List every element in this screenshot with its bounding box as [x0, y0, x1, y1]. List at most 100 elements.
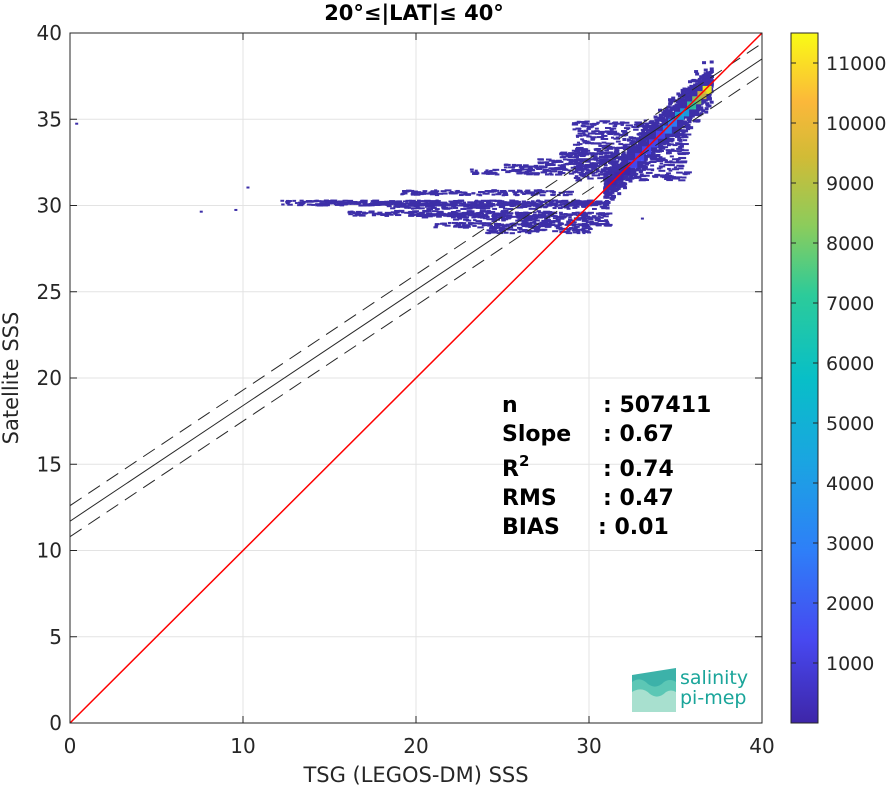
density-cell [577, 152, 583, 155]
density-cell [543, 210, 551, 213]
density-cell [624, 143, 630, 146]
density-cell [594, 130, 600, 133]
density-cell [650, 154, 657, 157]
density-cell [664, 108, 669, 112]
density-cell [638, 164, 643, 168]
density-cell [537, 205, 544, 208]
density-cell [475, 199, 479, 202]
colorbar-tick-label: 6000 [826, 353, 874, 375]
density-cell [502, 207, 508, 210]
density-cell [411, 207, 415, 210]
density-cell [556, 168, 564, 171]
colorbar-tick-label: 7000 [826, 293, 874, 315]
density-cell [501, 204, 509, 207]
density-cell [664, 161, 671, 164]
density-cell [539, 202, 543, 205]
density-cell [610, 190, 615, 194]
density-cell [678, 106, 683, 110]
density-cell [666, 163, 670, 166]
density-cell [587, 152, 591, 155]
density-cell [522, 215, 527, 218]
density-cell [661, 111, 666, 115]
density-cell [649, 157, 655, 160]
density-cell [529, 172, 533, 175]
density-cell [412, 193, 420, 196]
density-cell [457, 200, 463, 203]
density-cell [447, 221, 452, 224]
density-cell [491, 220, 497, 223]
density-cell [472, 224, 477, 227]
density-cell [609, 128, 614, 131]
density-cell [695, 103, 700, 107]
density-cell [682, 152, 690, 155]
density-cell [629, 137, 638, 140]
density-cell [485, 169, 489, 172]
density-cell [492, 226, 497, 229]
density-cell [469, 168, 474, 171]
density-cell [580, 168, 588, 171]
density-cell [563, 213, 568, 216]
density-cell [444, 224, 451, 227]
density-cell [555, 226, 563, 229]
density-cell [683, 133, 692, 136]
density-cell [611, 195, 616, 199]
density-cell [532, 218, 537, 221]
density-cell [610, 132, 617, 135]
density-cell [689, 92, 694, 96]
density-cell [595, 170, 600, 173]
density-cell [542, 169, 547, 172]
density-cell [677, 136, 684, 139]
density-cell [446, 213, 452, 216]
density-cell [485, 192, 490, 195]
density-cell [566, 230, 571, 233]
density-cell [658, 156, 663, 160]
density-cell [617, 180, 622, 184]
density-cell-high [662, 125, 672, 134]
density-cell [576, 202, 583, 205]
density-cell [522, 223, 530, 226]
density-cell [493, 231, 498, 234]
density-cell [407, 212, 413, 215]
density-cell [580, 138, 584, 141]
density-cell [680, 161, 687, 164]
density-cell [450, 216, 456, 219]
density-cell [630, 140, 636, 143]
density-cell [485, 201, 490, 204]
density-cell [639, 148, 644, 151]
density-cell [601, 206, 606, 209]
density-cell [622, 165, 629, 168]
density-cell [649, 125, 657, 128]
density-cell [517, 189, 523, 192]
density-cell [590, 137, 596, 140]
density-cell [498, 227, 506, 230]
density-cell [576, 201, 583, 204]
x-tick-label: 0 [64, 734, 77, 758]
density-cell [690, 114, 695, 118]
density-cell [540, 165, 547, 168]
density-cell [419, 211, 426, 214]
density-cell [354, 212, 360, 215]
density-cell [573, 153, 577, 156]
density-cell [586, 135, 592, 138]
density-cell [479, 210, 486, 213]
density-cell [541, 229, 546, 232]
density-cell [594, 201, 598, 204]
density-cell [591, 215, 597, 218]
density-cell [341, 203, 348, 206]
density-cell [580, 124, 586, 127]
density-cell [650, 164, 655, 167]
density-cell [681, 176, 687, 179]
density-cell [529, 221, 537, 224]
density-cell [613, 137, 620, 140]
density-cell [390, 201, 394, 204]
density-cell [593, 162, 598, 165]
density-cell [497, 191, 502, 194]
density-cell [368, 210, 375, 213]
colorbar-tick-label: 9000 [826, 173, 874, 195]
density-cell [670, 161, 675, 164]
density-cell [377, 211, 383, 214]
density-cell [608, 122, 615, 125]
density-cell [492, 216, 498, 219]
density-cell [694, 94, 699, 98]
density-cell [676, 124, 681, 128]
